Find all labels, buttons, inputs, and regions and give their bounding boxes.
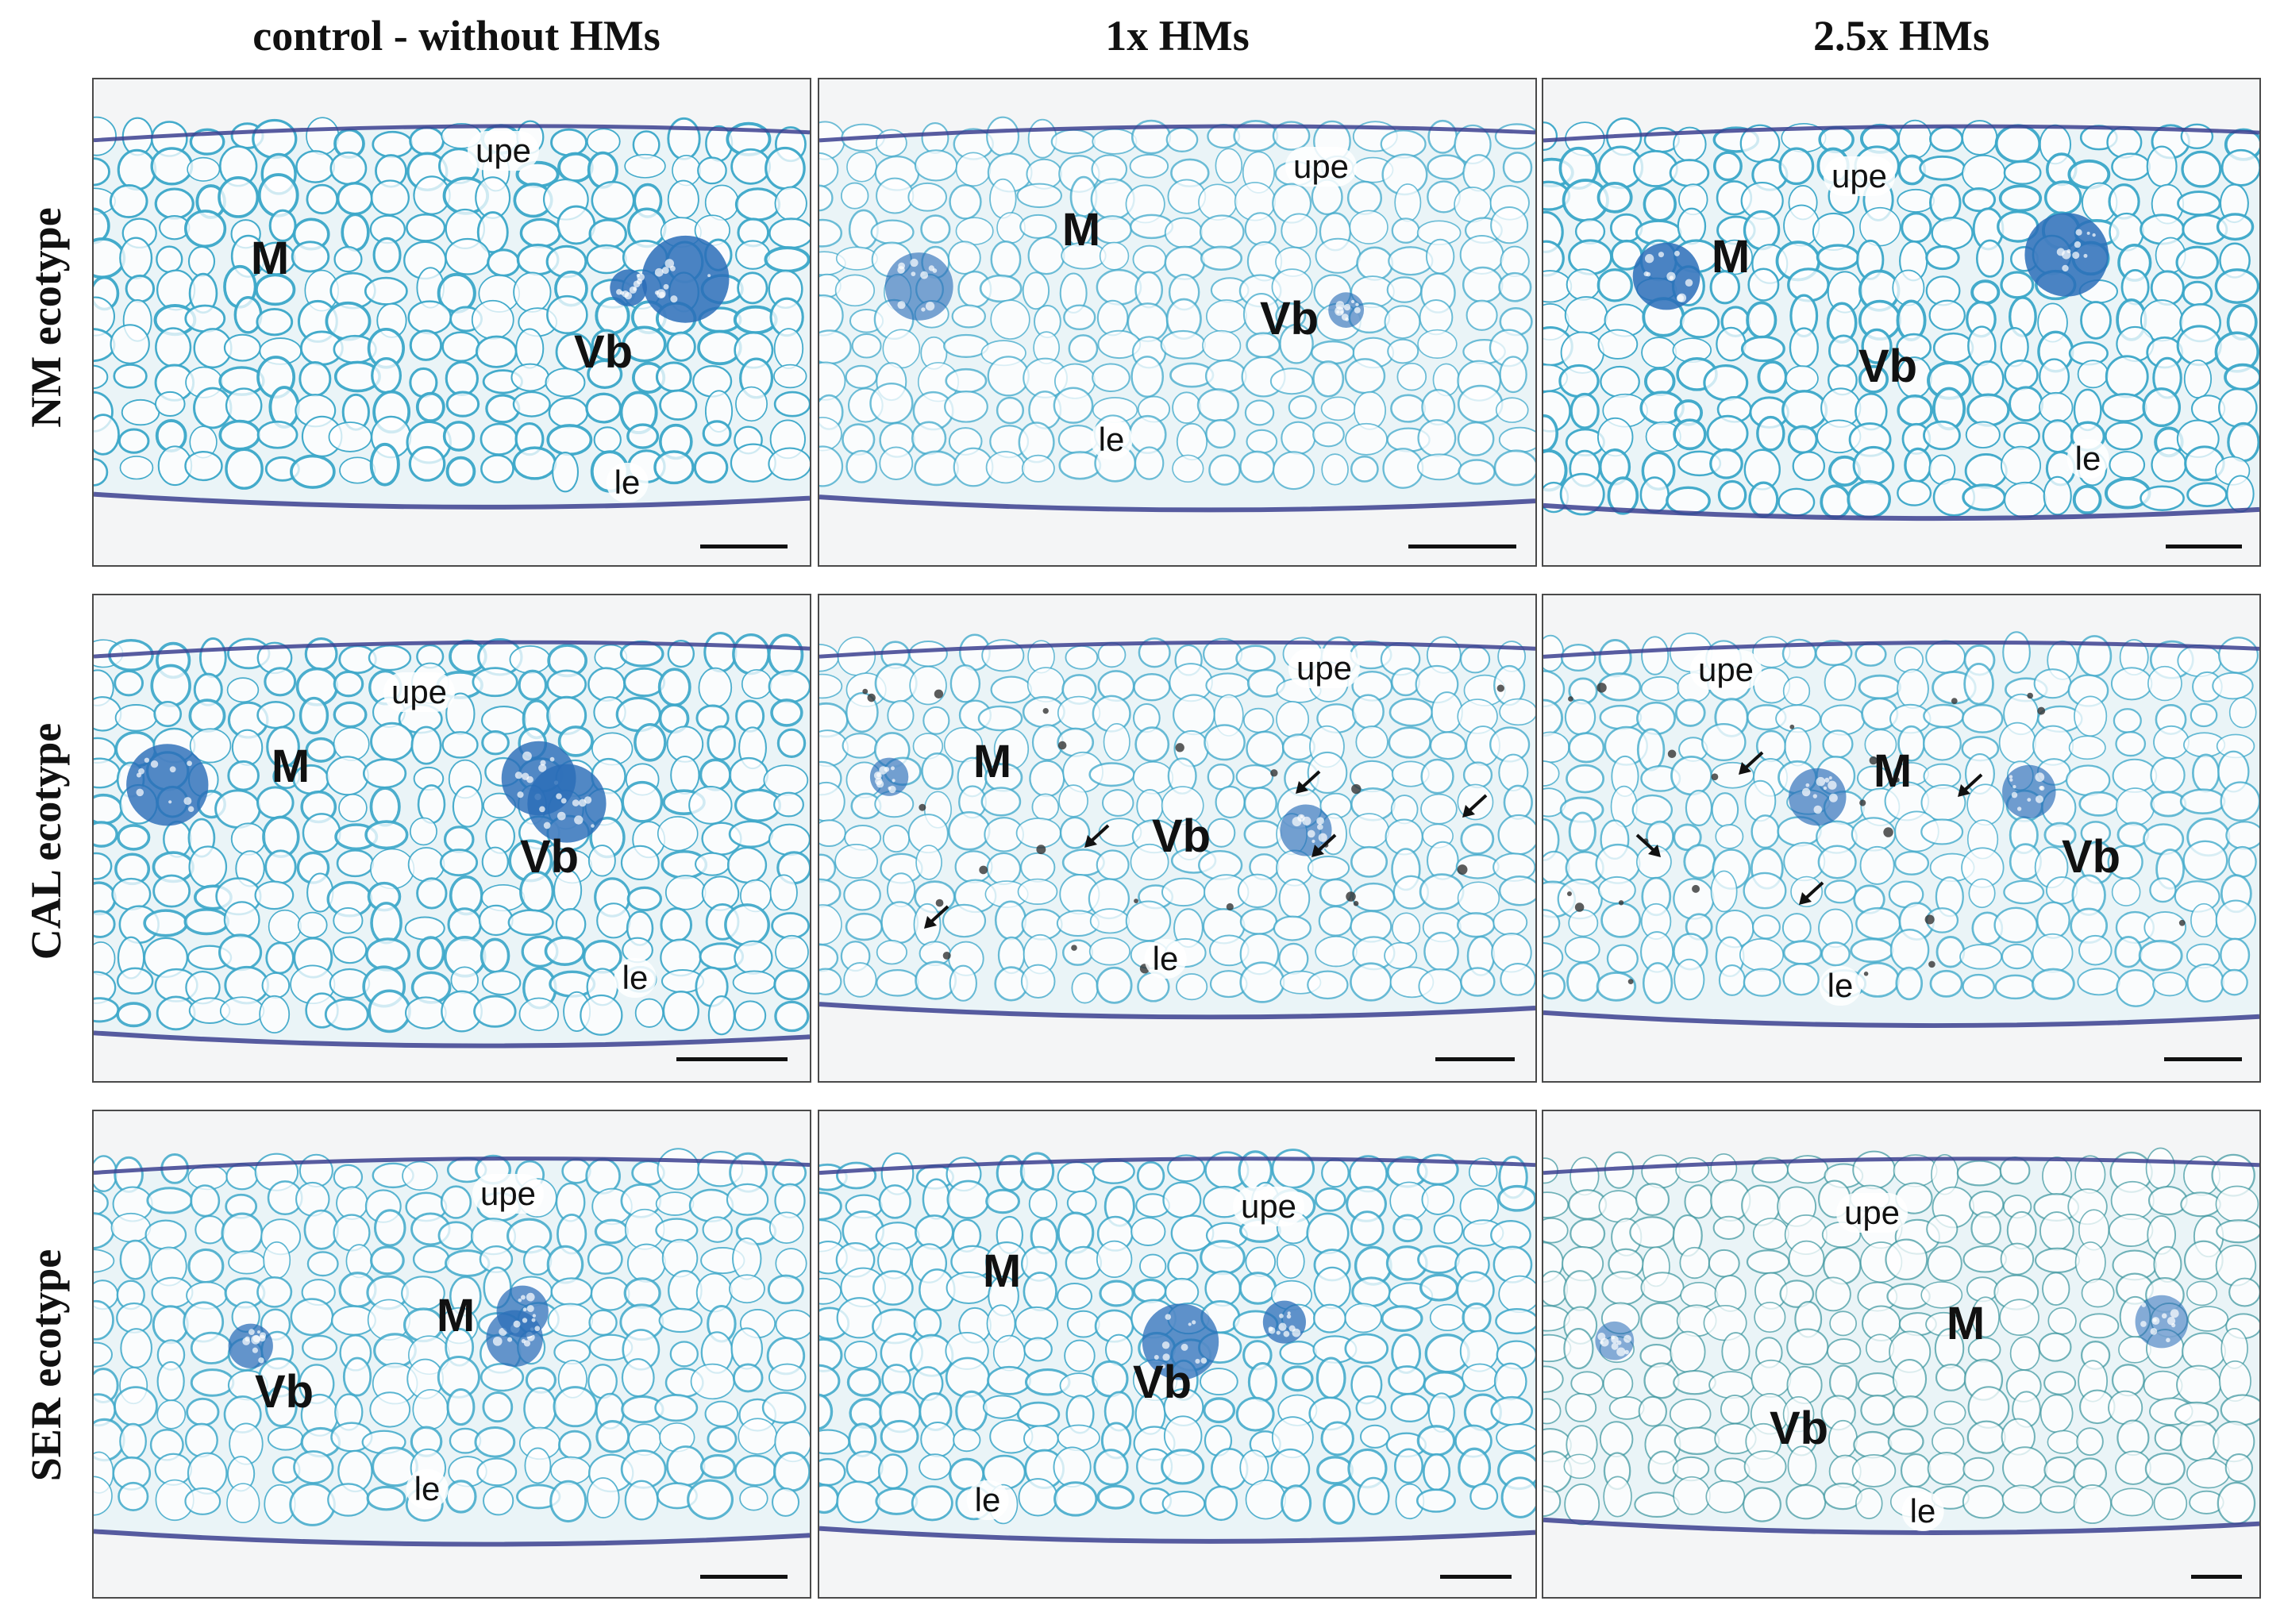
label-upe: upe — [1835, 1193, 1908, 1233]
row-label-ser: SER ecotype — [22, 1249, 70, 1482]
leaf-section-image — [819, 1149, 1535, 1544]
label-vascular-bundle: Vb — [1769, 1403, 1829, 1454]
label-upe: upe — [467, 131, 540, 171]
label-mesophyll: M — [250, 233, 290, 284]
panel-cal-control: upe M Vb le — [92, 594, 811, 1083]
label-upe: upe — [472, 1174, 545, 1214]
label-mesophyll: M — [1711, 231, 1751, 283]
panel-nm-control: upe M Vb le — [92, 78, 811, 567]
label-le: le — [966, 1480, 1009, 1520]
label-upe: upe — [383, 672, 456, 712]
arrow-icon — [1084, 824, 1110, 848]
scale-bar — [700, 1575, 788, 1579]
leaf-section-image — [1543, 117, 2259, 521]
panel-nm-2.5x: upe M Vb le — [1542, 78, 2261, 567]
leaf-section-image — [819, 116, 1535, 513]
arrow-icon — [1296, 770, 1321, 794]
label-mesophyll: M — [271, 741, 310, 792]
label-upe: upe — [1288, 648, 1361, 688]
column-title-2.5x: 2.5x HMs — [1813, 12, 1989, 60]
panel-cal-1x: upe M Vb le — [818, 594, 1537, 1083]
panel-ser-control: upe M Vb le — [92, 1110, 811, 1599]
label-le: le — [2066, 439, 2109, 479]
leaf-section-image — [819, 633, 1535, 1020]
label-vascular-bundle: Vb — [573, 326, 634, 378]
arrow-icon — [1635, 833, 1661, 857]
label-mesophyll: M — [436, 1290, 476, 1341]
scale-bar — [676, 1057, 788, 1061]
panel-cal-2.5x: upe M Vb le — [1542, 594, 2261, 1083]
label-le: le — [1819, 966, 1862, 1006]
row-label-cal: CAL ecotype — [22, 722, 70, 960]
label-le: le — [1901, 1491, 1944, 1531]
scale-bar — [2166, 545, 2242, 548]
panel-ser-1x: upe M Vb le — [818, 1110, 1537, 1599]
leaf-section-image — [94, 1148, 810, 1547]
row-label-nm: NM ecotype — [22, 207, 70, 428]
label-upe: upe — [1823, 156, 1896, 196]
arrow-icon — [1311, 833, 1337, 857]
label-upe: upe — [1285, 147, 1358, 187]
scale-bar — [2164, 1057, 2242, 1061]
label-vascular-bundle: Vb — [1858, 341, 1918, 392]
label-le: le — [606, 463, 649, 502]
label-le: le — [406, 1469, 449, 1509]
label-le: le — [1090, 420, 1133, 460]
scale-bar — [1440, 1575, 1512, 1579]
label-vascular-bundle: Vb — [254, 1366, 314, 1418]
label-vascular-bundle: Vb — [1151, 810, 1211, 862]
label-vascular-bundle: Vb — [1259, 293, 1319, 344]
leaf-section-image — [1543, 631, 2259, 1029]
scale-bar — [700, 545, 788, 548]
arrow-icon — [1739, 751, 1764, 775]
scale-bar — [2191, 1575, 2242, 1579]
arrow-icon — [924, 905, 949, 929]
label-vascular-bundle: Vb — [519, 831, 580, 883]
label-mesophyll: M — [973, 736, 1012, 787]
arrow-icon — [1462, 794, 1488, 818]
arrow-icon — [1799, 881, 1824, 905]
scale-bar — [1408, 545, 1516, 548]
leaf-section-image — [94, 116, 810, 510]
column-title-control: control - without HMs — [252, 12, 661, 60]
label-mesophyll: M — [1946, 1298, 1986, 1349]
panel-nm-1x: upe M Vb le — [818, 78, 1537, 567]
panel-ser-2.5x: upe M Vb le — [1542, 1110, 2261, 1599]
label-vascular-bundle: Vb — [1132, 1357, 1192, 1408]
arrow-icon — [1958, 773, 1983, 797]
label-upe: upe — [1689, 650, 1762, 690]
leaf-section-image — [94, 632, 810, 1049]
scale-bar — [1435, 1057, 1515, 1061]
label-mesophyll: M — [1873, 745, 1912, 797]
leaf-section-image — [1543, 1147, 2259, 1535]
label-upe: upe — [1232, 1187, 1305, 1226]
column-title-1x: 1x HMs — [1105, 12, 1250, 60]
label-le: le — [614, 958, 657, 998]
label-le: le — [1144, 939, 1187, 979]
label-mesophyll: M — [1061, 204, 1101, 256]
label-mesophyll: M — [982, 1245, 1022, 1297]
label-vascular-bundle: Vb — [2061, 831, 2121, 883]
